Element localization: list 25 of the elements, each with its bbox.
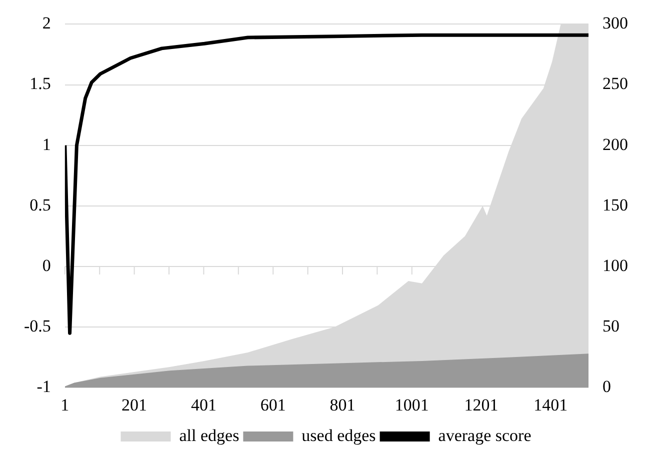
legend-label: all edges — [179, 426, 240, 445]
y-tick-label: 1 — [42, 134, 51, 154]
y2-tick-label: 100 — [602, 256, 628, 275]
y2-tick-label: 300 — [602, 14, 628, 33]
x-tick-label: 1401 — [534, 395, 568, 414]
x-tick-label: 201 — [122, 395, 148, 414]
y2-tick-label: 150 — [602, 195, 628, 214]
y2-tick-label: 250 — [602, 74, 628, 94]
x-tick-label: 1 — [60, 395, 70, 414]
x-tick-label: 1001 — [394, 395, 429, 414]
y-tick-label: 0 — [42, 256, 51, 275]
y2-tick-label: 200 — [602, 134, 628, 154]
y-tick-label: 0.5 — [30, 195, 51, 214]
x-tick-label: 801 — [330, 395, 356, 414]
y-tick-label: -0.5 — [24, 316, 51, 336]
x-tick-label: 401 — [190, 395, 216, 414]
y-tick-label: -1 — [36, 377, 51, 396]
x-tick-label: 601 — [260, 395, 286, 414]
y2-tick-label: 0 — [602, 377, 611, 396]
y2-tick-label: 50 — [602, 316, 620, 336]
legend-label: used edges — [302, 426, 376, 445]
legend-label: average score — [438, 426, 532, 445]
y-tick-label: 2 — [42, 14, 51, 33]
y-tick-label: 1.5 — [30, 74, 51, 94]
x-tick-label: 1201 — [464, 395, 498, 414]
